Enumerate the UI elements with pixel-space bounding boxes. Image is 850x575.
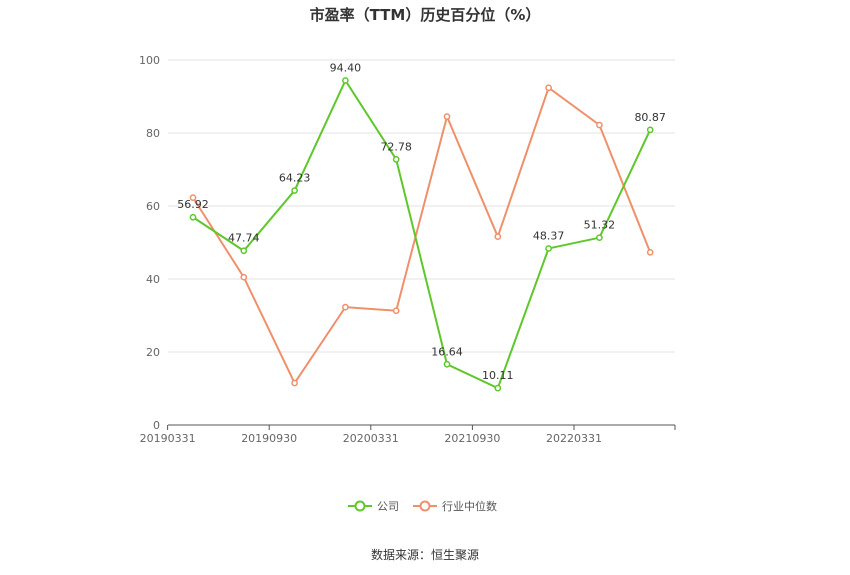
y-tick-label: 100 <box>139 54 160 67</box>
data-point[interactable] <box>545 245 552 252</box>
legend[interactable]: 公司 行业中位数 <box>348 499 497 513</box>
data-label: 94.40 <box>330 61 362 74</box>
x-tick-label: 20190930 <box>241 432 297 445</box>
data-label: 64.23 <box>279 172 311 185</box>
data-point[interactable] <box>596 234 603 242</box>
data-point[interactable] <box>240 247 248 255</box>
y-tick-label: 20 <box>146 346 160 359</box>
data-point[interactable] <box>443 360 451 368</box>
data-label: 80.87 <box>634 111 666 124</box>
data-label: 56.92 <box>177 198 209 211</box>
data-point[interactable] <box>494 233 502 241</box>
y-tick-label: 0 <box>153 419 160 432</box>
y-tick-label: 40 <box>146 273 160 286</box>
y-tick-label: 60 <box>146 200 160 213</box>
series-company: 56.92 47.74 64.23 94.40 72.78 16.64 10.11 48.37… <box>177 61 666 392</box>
data-point[interactable] <box>494 384 502 392</box>
data-label: 48.37 <box>533 229 565 242</box>
grid <box>168 59 675 353</box>
data-label: 72.78 <box>380 140 412 153</box>
data-point[interactable] <box>443 113 451 120</box>
series-line <box>192 78 652 390</box>
y-tick-label: 80 <box>146 127 160 140</box>
legend-marker <box>419 500 431 512</box>
data-label: 47.74 <box>228 232 260 245</box>
series-line <box>192 86 652 386</box>
chart-title: 市盈率（TTM）历史百分位（%） <box>310 6 541 24</box>
data-point[interactable] <box>646 249 654 256</box>
data-label: 51.32 <box>584 219 616 232</box>
x-tick-label: 20210930 <box>444 432 500 445</box>
data-point[interactable] <box>189 213 197 221</box>
data-label: 16.64 <box>431 345 463 358</box>
data-point[interactable] <box>291 187 298 194</box>
data-point[interactable] <box>291 379 298 387</box>
source-note: 数据来源：恒生聚源 <box>371 547 479 562</box>
legend-label: 行业中位数 <box>442 499 497 513</box>
data-point[interactable] <box>240 273 248 281</box>
legend-label: 公司 <box>377 500 399 513</box>
x-tick-label: 20190331 <box>140 432 196 445</box>
x-axis: 20190331 20190930 20200331 20210930 20220331 <box>140 425 676 445</box>
legend-item-company[interactable]: 公司 <box>348 500 399 513</box>
series-group: 56.92 47.74 64.23 94.40 72.78 16.64 10.11 48.37… <box>177 61 666 392</box>
legend-marker <box>354 500 366 512</box>
series-industry-median <box>189 84 654 387</box>
x-tick-label: 20200331 <box>343 432 399 445</box>
data-point[interactable] <box>392 156 400 163</box>
data-point[interactable] <box>392 307 400 315</box>
x-tick-label: 20220331 <box>546 432 602 445</box>
data-point[interactable] <box>342 303 349 311</box>
legend-item-industry-median[interactable]: 行业中位数 <box>413 499 497 513</box>
data-point[interactable] <box>189 194 197 201</box>
data-point[interactable] <box>545 84 552 92</box>
data-point[interactable] <box>596 121 603 129</box>
y-axis: 0 20 40 60 80 100 <box>139 54 160 432</box>
data-point[interactable] <box>646 126 654 134</box>
data-point[interactable] <box>342 77 349 84</box>
data-label: 10.11 <box>482 369 514 382</box>
